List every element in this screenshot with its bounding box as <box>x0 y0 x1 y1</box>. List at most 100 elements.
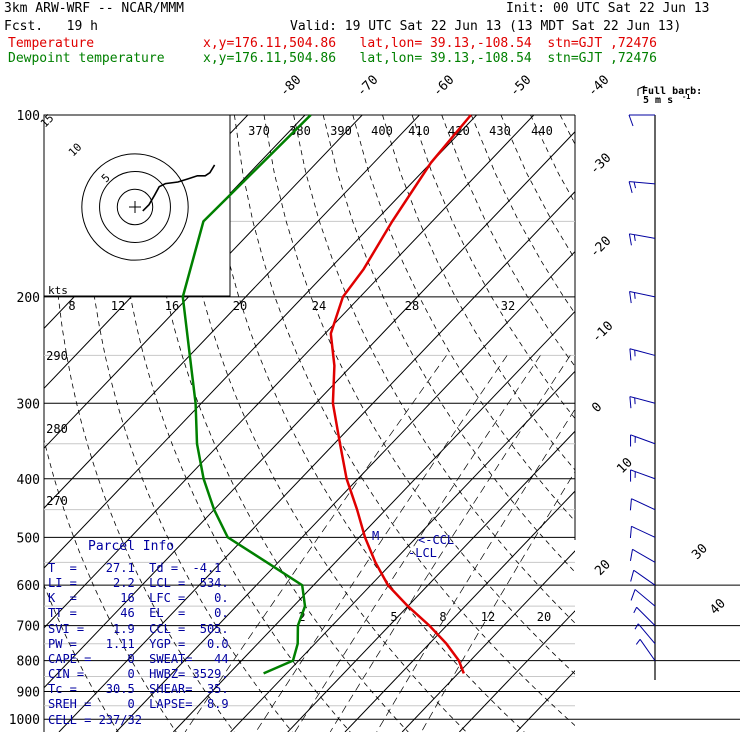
dry-adiabat-line <box>411 115 575 420</box>
theta-label: 280 <box>46 422 68 436</box>
pressure-label: 1000 <box>9 713 40 728</box>
mixing-ratio-line <box>329 355 571 732</box>
dry-adiabat-line <box>322 115 575 573</box>
dry-adiabat-line <box>382 115 575 471</box>
isotherm-line <box>173 310 575 732</box>
isobar-lines <box>44 114 740 720</box>
isotherm-label: 20 <box>592 557 614 579</box>
wind-barb-staff <box>639 639 656 661</box>
mixing-ratio-line <box>184 355 447 732</box>
parcel-row: K = 16 LFC = 0. <box>48 591 229 605</box>
wind-barb-flag <box>628 114 634 127</box>
dewpoint-curve <box>181 114 312 675</box>
parcel-row: Tc = 30.5 SHEAR= 35. <box>48 682 229 696</box>
isotherm-labels: -80 -70 -60 -50 -40 -30 -20 -10 0 10 20 30 40 <box>277 73 729 618</box>
dry-adiabat-line <box>590 115 740 732</box>
dewpoint-legend: Dewpoint temperature <box>8 51 165 66</box>
mixing-ratio-line <box>376 408 575 732</box>
wind-barb-flag <box>629 396 632 409</box>
wind-barb-staff <box>629 233 656 239</box>
wind-barb-staff <box>629 181 656 185</box>
dry-adiabat-line <box>619 115 740 732</box>
isotherm-line <box>44 115 477 569</box>
mixing-ratio-label: 24 <box>312 299 326 313</box>
theta-label: 410 <box>408 124 430 138</box>
wind-barb-flag <box>629 291 632 304</box>
dry-adiabat-line <box>234 115 575 727</box>
wind-barb-flag <box>629 526 632 539</box>
wind-barb-staff <box>629 396 656 404</box>
header: 3km ARW-WRF -- NCAR/MMM Init: 00 UTC Sat… <box>0 0 740 70</box>
dry-adiabat-line <box>44 438 177 732</box>
dewpoint-location: x,y=176.11,504.86 lat,lon= 39.13,-108.54… <box>203 51 657 66</box>
hodograph-ring <box>81 153 189 261</box>
mixing-ratio-label: 16 <box>165 299 179 313</box>
isotherm-line <box>44 115 420 509</box>
mixing-ratio-line <box>255 355 508 732</box>
pressure-label: 100 <box>17 109 40 124</box>
parcel-info-title: Parcel Info <box>88 539 175 554</box>
dry-adiabat-line <box>293 115 575 624</box>
barb-key-unit: -1 <box>682 93 690 101</box>
isotherm-line <box>44 115 535 629</box>
isotherm-label: -70 <box>354 73 381 100</box>
isotherm-label: -60 <box>430 73 457 100</box>
dry-adiabat-line <box>145 115 409 732</box>
dry-adiabat-line <box>559 115 575 146</box>
wind-barb-staff <box>632 548 656 563</box>
wind-barb-staff <box>636 606 656 626</box>
parcel-row: LI = 2.2 LCL = 534. <box>48 576 229 590</box>
valid-time: Valid: 19 UTC Sat 22 Jun 13 (13 MDT Sat … <box>290 19 682 34</box>
wind-barb-flag <box>630 570 635 582</box>
wind-barb-staff <box>633 569 656 586</box>
pressure-label: 300 <box>17 397 40 412</box>
hodograph-trace <box>142 164 216 212</box>
isotherm-line <box>58 190 575 732</box>
theta-label: 290 <box>46 349 68 363</box>
parcel-row: PW = 1.11 YGP = 0.0 <box>48 637 229 651</box>
pressure-label: 400 <box>17 473 40 488</box>
mixing-ratio-label: 8 <box>439 610 446 624</box>
pressure-label: 700 <box>17 620 40 635</box>
lcl-marker: -LCL <box>408 546 437 560</box>
mixing-ratio-label: 32 <box>501 299 515 313</box>
parcel-row: CAPE = 0 SWEAT= 44 <box>48 652 229 666</box>
wind-barb-staff <box>630 469 656 480</box>
isotherm-label: -30 <box>587 151 614 178</box>
isotherm-line <box>230 370 575 732</box>
wind-barb-staff <box>629 348 656 356</box>
dry-adiabat-line <box>263 115 575 675</box>
pressure-axis-labels: 100 200 300 400 500 600 700 800 900 1000 <box>9 109 40 728</box>
dry-adiabat-line <box>470 115 575 315</box>
isotherm-line <box>344 490 575 732</box>
isotherm-label: -50 <box>507 73 534 100</box>
wind-barb-half <box>633 181 637 189</box>
dry-adiabat-line <box>204 115 525 732</box>
theta-label: 400 <box>371 124 393 138</box>
theta-label: 270 <box>46 494 68 508</box>
theta-label: 430 <box>489 124 511 138</box>
pressure-label: 900 <box>17 686 40 701</box>
theta-label: 380 <box>289 124 311 138</box>
wind-barb-flag <box>629 498 632 511</box>
mixing-ratio-label: 8 <box>68 299 75 313</box>
wind-barb-half <box>633 292 636 299</box>
dry-adiabat-line <box>174 115 467 732</box>
barb-key-value: 5 m s <box>643 95 673 106</box>
isotherm-label: 0 <box>589 400 605 416</box>
wind-barb-flag <box>629 549 633 561</box>
parcel-row: CELL = 237/32 <box>48 713 142 727</box>
theta-label: 440 <box>531 124 553 138</box>
isotherm-line <box>115 250 575 732</box>
ccl-marker: <-CCL <box>418 533 454 547</box>
parcel-row: CIN = 0 HWBZ= 3529. <box>48 667 229 681</box>
sounding-curves <box>181 114 472 675</box>
parcel-row: SREH = 0 LAPSE= 8.9 <box>48 697 229 711</box>
init-time: Init: 00 UTC Sat 22 Jun 13 <box>506 1 710 16</box>
temperature-curve <box>329 114 472 674</box>
mixing-ratio-label: 5 <box>390 610 397 624</box>
mixing-ratio-label: 20 <box>233 299 247 313</box>
wind-barb-half <box>634 623 639 630</box>
